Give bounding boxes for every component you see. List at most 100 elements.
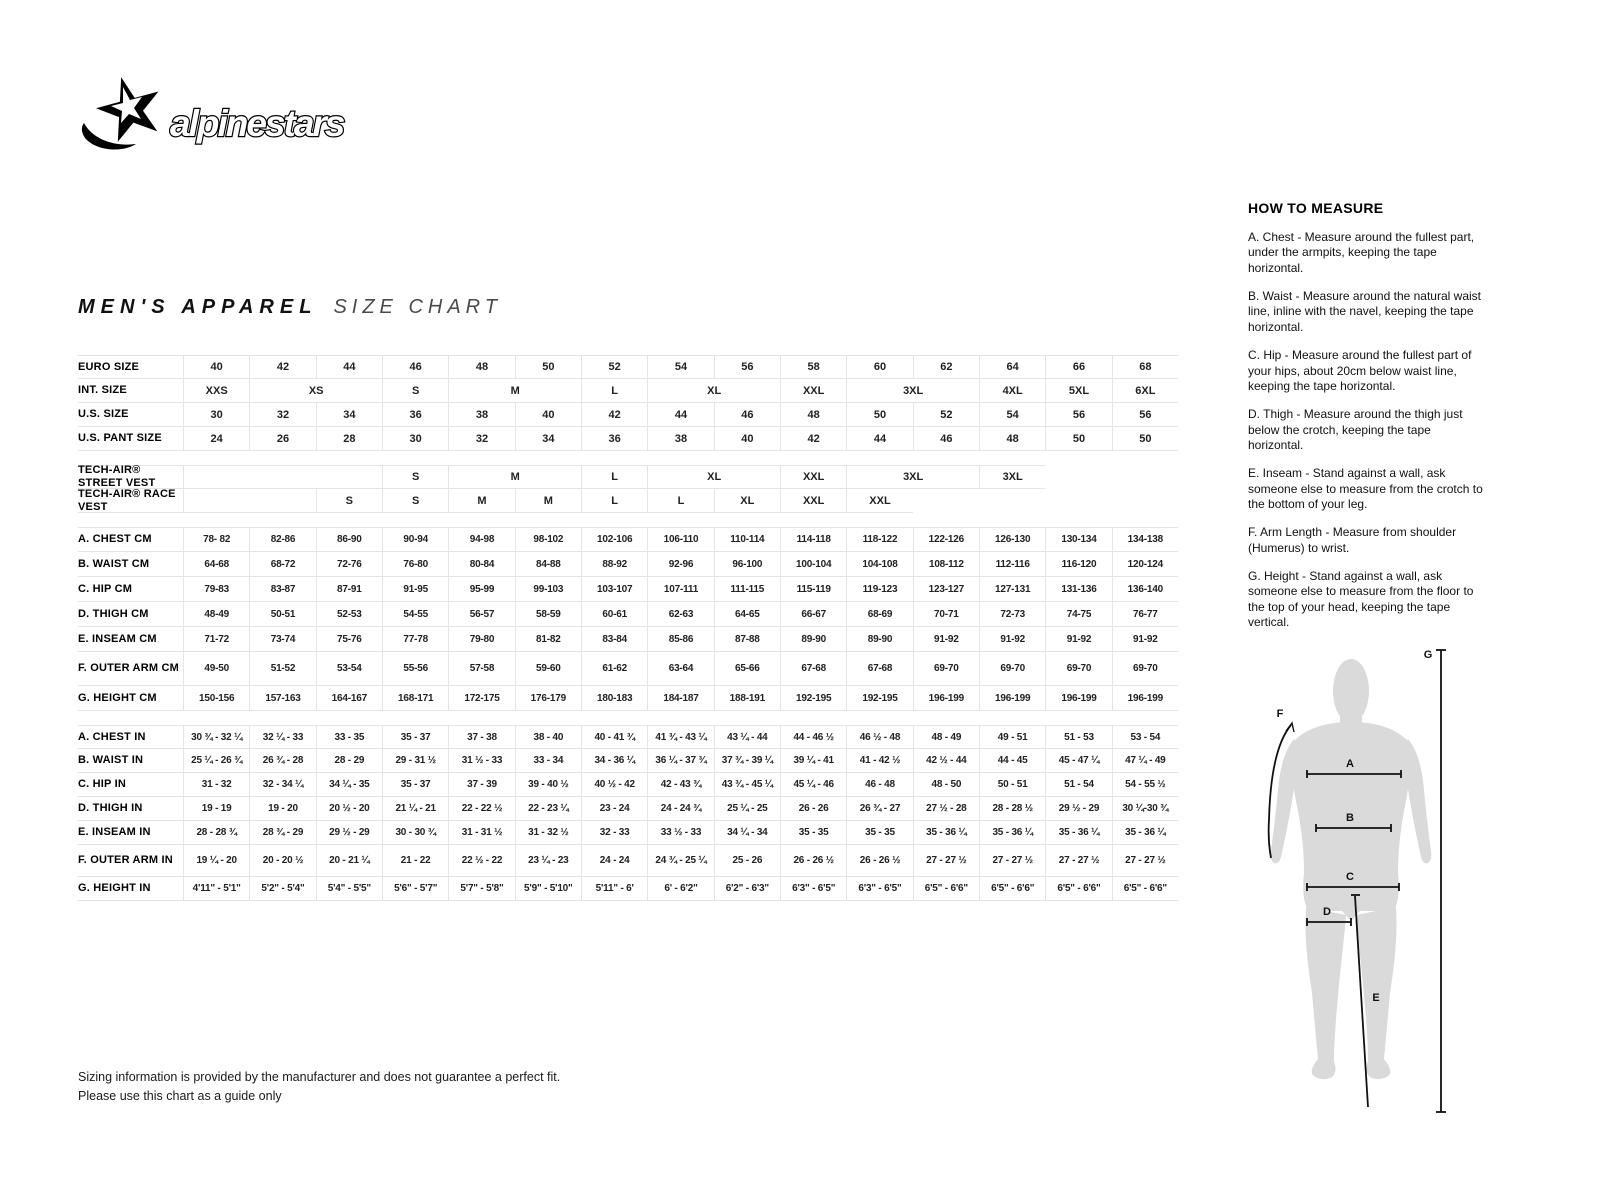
size-cell: 30 ¾ - 32 ¼: [183, 725, 250, 749]
size-cell: 35 - 35: [780, 821, 847, 845]
size-cell: 39 - 40 ½: [514, 773, 581, 797]
size-cell: 69-70: [912, 652, 979, 686]
size-cell: 63-64: [647, 652, 714, 686]
size-cell: 42: [780, 427, 847, 451]
row-label: A. CHEST IN: [78, 725, 183, 749]
size-cell: XL: [647, 465, 780, 489]
size-cell: 38: [448, 403, 515, 427]
row-label: TECH-AIR® RACE VEST: [78, 488, 183, 513]
size-cell: 131-136: [1045, 577, 1112, 602]
size-cell: 68-69: [846, 602, 913, 627]
size-cell: 44 - 45: [979, 749, 1046, 773]
size-cell: 67-68: [846, 652, 913, 686]
size-cell: 61-62: [581, 652, 648, 686]
size-cell: 28: [315, 427, 382, 451]
size-cell: 33 ½ - 33: [647, 821, 714, 845]
size-cell: 88-92: [581, 552, 648, 577]
size-cell: 95-99: [448, 577, 515, 602]
table-row: B. WAIST IN 25 ¼ - 26 ¾ 26 ¾ - 28 28 - 29 29…: [78, 749, 1178, 773]
size-cell: XXS: [183, 379, 250, 403]
size-cell: 130-134: [1045, 527, 1112, 552]
size-cell: L: [581, 489, 648, 513]
size-cell: 60: [846, 355, 913, 379]
size-cell: 44: [647, 403, 714, 427]
size-cell: 69-70: [1111, 652, 1178, 686]
size-cell: 35 - 37: [382, 725, 449, 749]
size-cell: 41 - 42 ½: [846, 749, 913, 773]
size-cell: 28 ¾ - 29: [249, 821, 316, 845]
size-cell: 94-98: [448, 527, 515, 552]
size-cell: 35 - 36 ¼: [979, 821, 1046, 845]
size-cell: 81-82: [514, 627, 581, 652]
size-cell: 127-131: [979, 577, 1046, 602]
size-cell: 196-199: [912, 686, 979, 711]
size-cell: 196-199: [1045, 686, 1112, 711]
size-cell: 136-140: [1111, 577, 1178, 602]
table-row: F. OUTER ARM CM 49-50 51-52 53-54 55-56 57-58…: [78, 652, 1178, 686]
size-cell: 114-118: [780, 527, 847, 552]
size-cell: 52: [581, 355, 648, 379]
size-cell: 115-119: [780, 577, 847, 602]
size-cell: 40: [713, 427, 780, 451]
row-label: E. INSEAM CM: [78, 627, 183, 652]
size-cell: 65-66: [713, 652, 780, 686]
size-cell: 36 ¼ - 37 ¾: [647, 749, 714, 773]
size-cell: 26 - 26 ½: [846, 845, 913, 877]
size-cell: 126-130: [979, 527, 1046, 552]
size-cell: 38 - 40: [514, 725, 581, 749]
size-cell: 54: [647, 355, 714, 379]
size-cell: 27 - 27 ½: [1045, 845, 1112, 877]
size-cell: 184-187: [647, 686, 714, 711]
size-cell: 78- 82: [183, 527, 250, 552]
size-cell: 79-83: [183, 577, 250, 602]
label-e: E: [1372, 992, 1379, 1004]
size-cell: 37 - 38: [448, 725, 515, 749]
row-label: G. HEIGHT CM: [78, 686, 183, 711]
size-cell: 39 ¼ - 41: [780, 749, 847, 773]
row-label: E. INSEAM IN: [78, 821, 183, 845]
size-cell: 192-195: [846, 686, 913, 711]
size-cell: [183, 489, 316, 513]
size-cell: 73-74: [249, 627, 316, 652]
row-label: D. THIGH CM: [78, 602, 183, 627]
size-cell: 24 ¾ - 25 ¼: [647, 845, 714, 877]
row-label: TECH-AIR® STREET VEST: [78, 464, 183, 489]
size-cell: 40 - 41 ¾: [581, 725, 648, 749]
row-label: EURO SIZE: [78, 355, 183, 379]
size-cell: 91-92: [1045, 627, 1112, 652]
page-title: MEN'S APPAREL SIZE CHART: [78, 296, 502, 319]
size-cell: 89-90: [846, 627, 913, 652]
size-cell: 48: [780, 403, 847, 427]
size-cell: 37 ¾ - 39 ¼: [713, 749, 780, 773]
size-cell: 24 - 24 ¾: [647, 797, 714, 821]
size-cell: 107-111: [647, 577, 714, 602]
table-row: INT. SIZE XXS XS S M L XL XXL 3XL 4XL 5XL 6XL: [78, 379, 1178, 403]
size-cell: 118-122: [846, 527, 913, 552]
size-cell: 36: [382, 403, 449, 427]
measure-instruction: A. Chest - Measure around the fullest pa…: [1248, 230, 1475, 275]
size-cell: 25 - 26: [713, 845, 780, 877]
size-cell: 49 - 51: [979, 725, 1046, 749]
size-cell: 23 ¼ - 23: [514, 845, 581, 877]
size-cell: 32 - 34 ¼: [249, 773, 316, 797]
row-label: A. CHEST CM: [78, 527, 183, 552]
size-cell: S: [382, 489, 449, 513]
row-label: B. WAIST IN: [78, 749, 183, 773]
disclaimer: Sizing information is provided by the ma…: [78, 1068, 560, 1107]
size-cell: 87-88: [713, 627, 780, 652]
measure-instruction: G. Height - Stand against a wall, ask so…: [1248, 569, 1474, 630]
size-cell: 79-80: [448, 627, 515, 652]
row-label: U.S. PANT SIZE: [78, 427, 183, 451]
size-cell: 196-199: [979, 686, 1046, 711]
size-cell: 24 - 24: [581, 845, 648, 877]
table-row: D. THIGH IN 19 - 19 19 - 20 20 ½ - 20 21 ¼ -…: [78, 797, 1178, 821]
size-cell: 83-84: [581, 627, 648, 652]
size-cell: 28 - 29: [315, 749, 382, 773]
size-cell: 28 - 28 ¾: [183, 821, 250, 845]
size-cell: 29 - 31 ½: [382, 749, 449, 773]
size-cell: 100-104: [780, 552, 847, 577]
size-cell: 66: [1045, 355, 1112, 379]
alpinestars-star-icon: [81, 77, 159, 150]
size-cell: 42: [581, 403, 648, 427]
row-label: G. HEIGHT IN: [78, 877, 183, 901]
